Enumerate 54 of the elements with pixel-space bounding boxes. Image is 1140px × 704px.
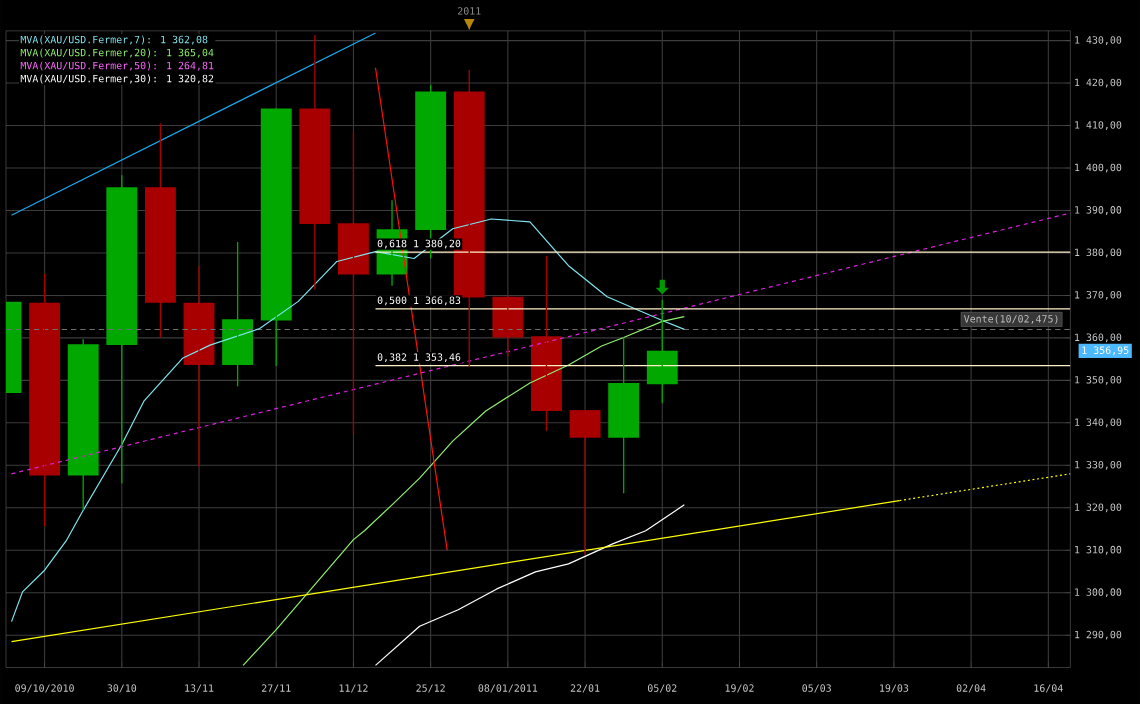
candlestick (337, 131, 369, 436)
y-tick-label: 1 420,00 (1075, 78, 1122, 88)
line-series (374, 504, 685, 666)
candlestick (67, 338, 99, 511)
y-tick-label: 1 340,00 (1075, 418, 1122, 428)
x-tick-label: 19/03 (880, 684, 909, 693)
text: MVA(XAU/USD.Fermer,30): 1 320,82 (20, 74, 214, 84)
x-tick-label: 13/11 (185, 684, 214, 693)
x-tick-label: 09/10/2010 (15, 684, 74, 693)
y-tick-label: 1 390,00 (1075, 205, 1122, 215)
candlestick (569, 409, 601, 556)
y-tick-label: 1 350,00 (1075, 375, 1122, 385)
x-tick-label: 05/03 (802, 684, 831, 693)
y-tick-label: 1 370,00 (1075, 290, 1122, 300)
x-tick-label: 19/02 (725, 684, 754, 693)
ref-line-label: Vente(10/02,475) (963, 314, 1058, 324)
x-tick-label: 16/04 (1034, 684, 1063, 693)
legend-label: MVA(XAU/USD.Fermer,50): 1 264,81 (20, 61, 214, 71)
y-tick-label: 1 320,00 (1075, 503, 1122, 513)
candlestick (299, 34, 331, 291)
x-tick-label: 05/02 (647, 684, 677, 693)
annotation: 0,618 1 380,20 (377, 239, 461, 249)
candlestick (106, 174, 138, 485)
candlestick (608, 336, 640, 494)
annotation: 0,382 1 353,46 (377, 353, 461, 362)
candlestick (260, 107, 292, 367)
text: MVA(XAU/USD.Fermer,20): 1 365,04 (20, 48, 214, 58)
ref-line-label: 2011 (458, 6, 481, 15)
x-tick-label: 11/12 (339, 684, 368, 693)
y-tick-label: 1 290,00 (1075, 630, 1122, 640)
x-tick-label: 30/10 (107, 684, 137, 693)
candlestick (531, 255, 562, 432)
candlestick (29, 272, 61, 527)
x-tick-label: 02/04 (956, 684, 986, 693)
candlestick (144, 122, 176, 339)
y-tick-label: 1 400,00 (1075, 163, 1122, 173)
line-series (242, 315, 685, 666)
x-tick-label: 08/01/2011 (478, 684, 538, 693)
x-tick-label: 25/12 (416, 684, 445, 693)
y-tick-label: 1 330,00 (1075, 460, 1122, 470)
y-tick-label: 1 380,00 (1075, 248, 1122, 258)
y-tick-label: 1 430,00 (1075, 36, 1122, 45)
candlestick (646, 298, 678, 404)
text: MVA(XAU/USD.Fermer,7): 1 362,08 (20, 35, 208, 45)
candlestick (222, 241, 254, 387)
x-tick-label: 22/01 (570, 684, 600, 693)
y-tick-label: 1 410,00 (1075, 121, 1122, 130)
text: 1 356,95 (1082, 346, 1129, 356)
x-tick-label: 27/11 (261, 684, 291, 693)
y-tick-label: 1 310,00 (1075, 545, 1122, 555)
y-tick-label: 1 300,00 (1075, 588, 1122, 597)
line-series (10, 218, 685, 623)
y-tick-label: 1 360,00 (1075, 333, 1122, 343)
annotation: 0,500 1 366,83 (377, 296, 461, 306)
